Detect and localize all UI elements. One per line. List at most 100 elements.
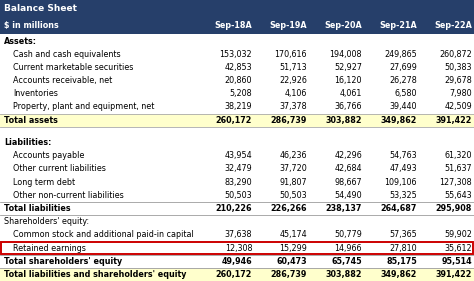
Text: 36,766: 36,766 (335, 103, 362, 112)
Bar (0, 35, 474, 48)
Bar (0, 162, 474, 176)
Text: 6,580: 6,580 (395, 89, 417, 98)
Text: Current marketable securities: Current marketable securities (13, 63, 134, 72)
Text: 57,365: 57,365 (389, 230, 417, 239)
Text: 98,667: 98,667 (335, 178, 362, 187)
Text: 95,514: 95,514 (441, 257, 472, 266)
Text: 349,862: 349,862 (381, 270, 417, 279)
Text: 349,862: 349,862 (381, 116, 417, 125)
Text: 53,325: 53,325 (389, 191, 417, 200)
Text: 303,882: 303,882 (326, 270, 362, 279)
Text: 35,612: 35,612 (445, 244, 472, 253)
Text: 45,174: 45,174 (280, 230, 307, 239)
Text: 50,779: 50,779 (334, 230, 362, 239)
Text: 32,479: 32,479 (224, 164, 252, 173)
Text: 50,383: 50,383 (445, 63, 472, 72)
Bar (0, 241, 474, 255)
Text: Other non-current liabilities: Other non-current liabilities (13, 191, 124, 200)
Text: 54,490: 54,490 (335, 191, 362, 200)
Text: $ in millions: $ in millions (4, 21, 59, 30)
Text: Balance Sheet: Balance Sheet (4, 4, 77, 13)
Text: 27,810: 27,810 (390, 244, 417, 253)
Text: 210,226: 210,226 (216, 204, 252, 213)
Text: 264,687: 264,687 (381, 204, 417, 213)
Text: 170,616: 170,616 (274, 50, 307, 59)
Text: Common stock and additional paid-in capital: Common stock and additional paid-in capi… (13, 230, 194, 239)
Text: 51,713: 51,713 (280, 63, 307, 72)
Text: Property, plant and equipment, net: Property, plant and equipment, net (13, 103, 155, 112)
Text: 295,908: 295,908 (436, 204, 472, 213)
Text: 4,106: 4,106 (285, 89, 307, 98)
Text: 37,378: 37,378 (280, 103, 307, 112)
Text: 22,926: 22,926 (279, 76, 307, 85)
Text: Cash and cash equivalents: Cash and cash equivalents (13, 50, 121, 59)
Text: 55,643: 55,643 (445, 191, 472, 200)
Bar (0, 228, 474, 241)
Text: 42,684: 42,684 (335, 164, 362, 173)
Text: 61,320: 61,320 (445, 151, 472, 160)
Bar (0, 0, 474, 16)
Bar (0, 189, 474, 202)
Text: 42,509: 42,509 (444, 103, 472, 112)
Text: Sep-19A: Sep-19A (270, 21, 307, 30)
Bar (0, 87, 474, 100)
Text: 59,902: 59,902 (444, 230, 472, 239)
Bar (0, 100, 474, 114)
Text: 286,739: 286,739 (271, 116, 307, 125)
Text: 60,473: 60,473 (276, 257, 307, 266)
Text: 37,638: 37,638 (225, 230, 252, 239)
Bar (0, 136, 474, 149)
Bar (0, 268, 474, 281)
Text: Sep-20A: Sep-20A (324, 21, 362, 30)
Text: Total liabilities: Total liabilities (4, 204, 71, 213)
Text: 249,865: 249,865 (384, 50, 417, 59)
Bar (0, 255, 474, 268)
Text: 260,172: 260,172 (216, 270, 252, 279)
Bar (0, 16, 474, 35)
Text: Long term debt: Long term debt (13, 178, 75, 187)
Text: 42,853: 42,853 (225, 63, 252, 72)
Bar (0, 61, 474, 74)
Text: 109,106: 109,106 (384, 178, 417, 187)
Text: 26,278: 26,278 (389, 76, 417, 85)
Bar (0, 202, 474, 215)
Text: Other current liabilities: Other current liabilities (13, 164, 106, 173)
Text: 27,699: 27,699 (389, 63, 417, 72)
Text: 50,503: 50,503 (280, 191, 307, 200)
Text: 226,266: 226,266 (271, 204, 307, 213)
Text: 127,308: 127,308 (439, 178, 472, 187)
Bar (0, 215, 474, 228)
Text: 12,308: 12,308 (225, 244, 252, 253)
Text: Retained earnings: Retained earnings (13, 244, 86, 253)
Text: 14,966: 14,966 (335, 244, 362, 253)
Text: 52,927: 52,927 (334, 63, 362, 72)
Text: Shareholders' equity:: Shareholders' equity: (4, 217, 89, 226)
Text: 5,208: 5,208 (229, 89, 252, 98)
Text: Accounts receivable, net: Accounts receivable, net (13, 76, 112, 85)
Text: 39,440: 39,440 (390, 103, 417, 112)
Text: 238,137: 238,137 (326, 204, 362, 213)
Text: Sep-22A: Sep-22A (434, 21, 472, 30)
Bar (0, 176, 474, 189)
Text: 20,860: 20,860 (225, 76, 252, 85)
Text: 303,882: 303,882 (326, 116, 362, 125)
Text: 47,493: 47,493 (390, 164, 417, 173)
Text: 391,422: 391,422 (436, 116, 472, 125)
Text: 85,175: 85,175 (386, 257, 417, 266)
Text: 391,422: 391,422 (436, 270, 472, 279)
Text: 49,946: 49,946 (221, 257, 252, 266)
Text: 83,290: 83,290 (225, 178, 252, 187)
Text: Sep-21A: Sep-21A (379, 21, 417, 30)
Text: Inventories: Inventories (13, 89, 58, 98)
Text: 29,678: 29,678 (444, 76, 472, 85)
Bar (0, 74, 474, 87)
Text: Total assets: Total assets (4, 116, 58, 125)
Text: Sep-18A: Sep-18A (214, 21, 252, 30)
Text: 15,299: 15,299 (279, 244, 307, 253)
Text: 4,061: 4,061 (340, 89, 362, 98)
Text: Assets:: Assets: (4, 37, 37, 46)
Text: 194,008: 194,008 (329, 50, 362, 59)
Text: Total liabilities and shareholders' equity: Total liabilities and shareholders' equi… (4, 270, 186, 279)
Text: 43,954: 43,954 (225, 151, 252, 160)
Text: 37,720: 37,720 (279, 164, 307, 173)
